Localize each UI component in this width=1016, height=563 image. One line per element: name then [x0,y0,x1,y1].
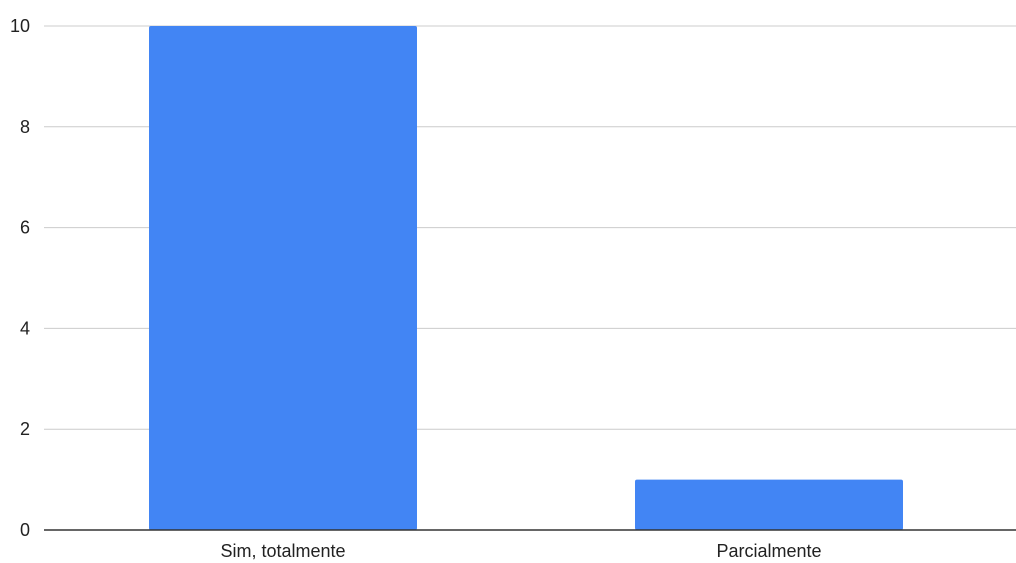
x-tick-label: Sim, totalmente [220,541,345,561]
bar-1 [149,26,417,530]
y-tick-label: 4 [20,318,30,338]
y-tick-label: 0 [20,520,30,540]
bars [149,26,903,530]
y-tick-label: 6 [20,218,30,238]
x-axis-tick-labels: Sim, totalmente Parcialmente [220,541,821,561]
x-tick-label: Parcialmente [716,541,821,561]
y-tick-label: 2 [20,419,30,439]
y-tick-label: 10 [10,16,30,36]
y-axis-tick-labels: 0 2 4 6 8 10 [10,16,30,540]
bar-2 [635,479,903,530]
y-tick-label: 8 [20,117,30,137]
